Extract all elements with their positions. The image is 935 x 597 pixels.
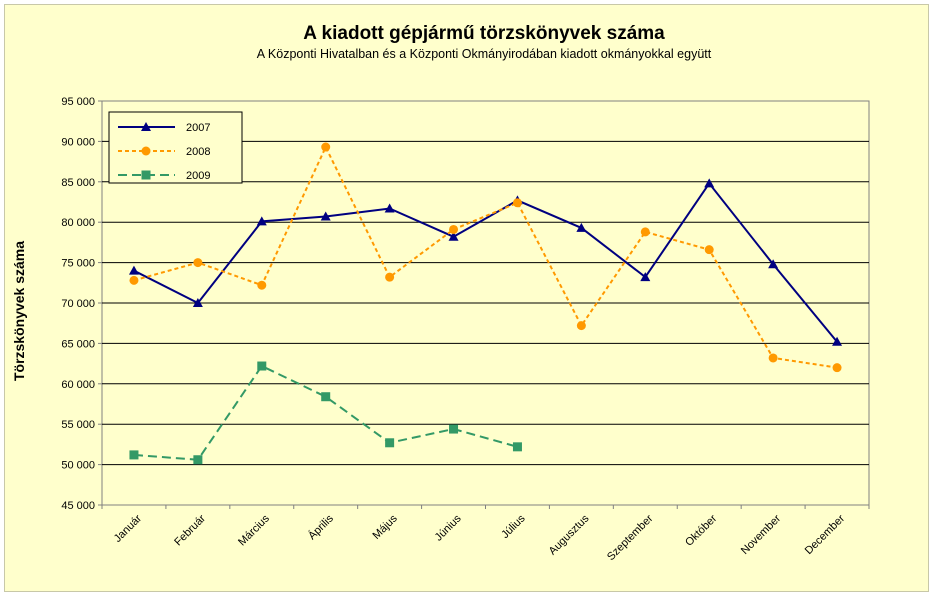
- data-point: [576, 222, 587, 232]
- y-axis-label: Törzskönyvek száma: [11, 241, 27, 381]
- data-point: [768, 353, 778, 363]
- y-tick-label: 50 000: [61, 460, 95, 472]
- x-tick-label: Február: [172, 512, 208, 548]
- y-tick-label: 65 000: [61, 338, 95, 350]
- data-point: [704, 245, 714, 255]
- data-point: [257, 280, 267, 290]
- y-tick-label: 90 000: [61, 136, 95, 148]
- legend-box: [108, 111, 243, 184]
- data-point: [321, 392, 331, 402]
- x-tick-label: Augusztus: [547, 512, 592, 557]
- chart-area: A kiadott gépjármű törzskönyvek száma A …: [4, 4, 929, 592]
- data-point: [320, 211, 331, 221]
- data-point: [449, 424, 459, 434]
- y-tick-label: 80 000: [61, 217, 95, 229]
- data-point: [256, 216, 267, 226]
- x-tick-label: Október: [683, 512, 719, 548]
- data-point: [832, 336, 843, 346]
- data-point: [385, 438, 395, 448]
- data-point: [384, 203, 395, 213]
- y-tick-label: 95 000: [61, 96, 95, 108]
- data-point: [512, 198, 522, 208]
- y-tick-label: 85 000: [61, 177, 95, 189]
- series-group: [128, 142, 843, 465]
- data-point: [129, 275, 139, 285]
- series-2009: [129, 361, 522, 465]
- x-tick-label: Szeptember: [605, 512, 656, 563]
- x-tick-label: Január: [112, 512, 145, 545]
- series-line-2007: [133, 181, 838, 343]
- data-point: [512, 442, 522, 452]
- data-point: [768, 259, 779, 269]
- y-tick-label: 45 000: [61, 500, 95, 512]
- legend-label-2007: 2007: [186, 122, 210, 134]
- data-point: [321, 142, 331, 152]
- series-2008: [129, 142, 842, 373]
- data-point: [257, 361, 267, 371]
- data-point: [193, 258, 203, 268]
- chart-subtitle: A Központi Hivatalban és a Központi Okmá…: [257, 47, 712, 61]
- data-point: [704, 178, 715, 188]
- data-point: [640, 272, 651, 282]
- data-point: [576, 321, 586, 331]
- series-line-2008: [133, 144, 838, 369]
- x-tick-label: Április: [305, 512, 336, 543]
- data-point: [448, 231, 459, 241]
- y-axis-ticks: 45 000 50 000 55 000 60 000 65 000 70 000 75 0…: [61, 96, 102, 512]
- data-point: [640, 227, 650, 237]
- x-tick-label: Június: [433, 512, 464, 543]
- data-point: [385, 272, 395, 282]
- data-point: [192, 298, 203, 307]
- data-point: [128, 265, 139, 275]
- chart-title: A kiadott gépjármű törzskönyvek száma: [303, 23, 665, 44]
- legend-marker-2009: [141, 170, 151, 180]
- legend-marker-2007: [141, 122, 151, 131]
- x-tick-label: Március: [236, 512, 272, 548]
- data-point: [193, 455, 203, 465]
- legend-label-2008: 2008: [186, 146, 210, 158]
- legend-label-2009: 2009: [186, 170, 210, 182]
- data-point: [832, 363, 842, 373]
- data-point: [129, 450, 139, 460]
- x-tick-label: Július: [499, 512, 528, 541]
- x-tick-label: December: [803, 512, 848, 557]
- y-tick-label: 55 000: [61, 419, 95, 431]
- x-tick-label: November: [739, 512, 784, 557]
- legend-marker-2008: [141, 146, 151, 156]
- legend: 2007 2008 2009: [108, 111, 243, 184]
- y-tick-label: 75 000: [61, 258, 95, 270]
- chart-svg: A kiadott gépjármű törzskönyvek száma A …: [11, 23, 870, 563]
- x-axis-ticks: Január Február Március Április Május Június Jú…: [101, 505, 870, 563]
- data-point: [449, 224, 459, 234]
- y-tick-label: 60 000: [61, 379, 95, 391]
- x-tick-label: Május: [371, 512, 401, 542]
- y-tick-label: 70 000: [61, 298, 95, 310]
